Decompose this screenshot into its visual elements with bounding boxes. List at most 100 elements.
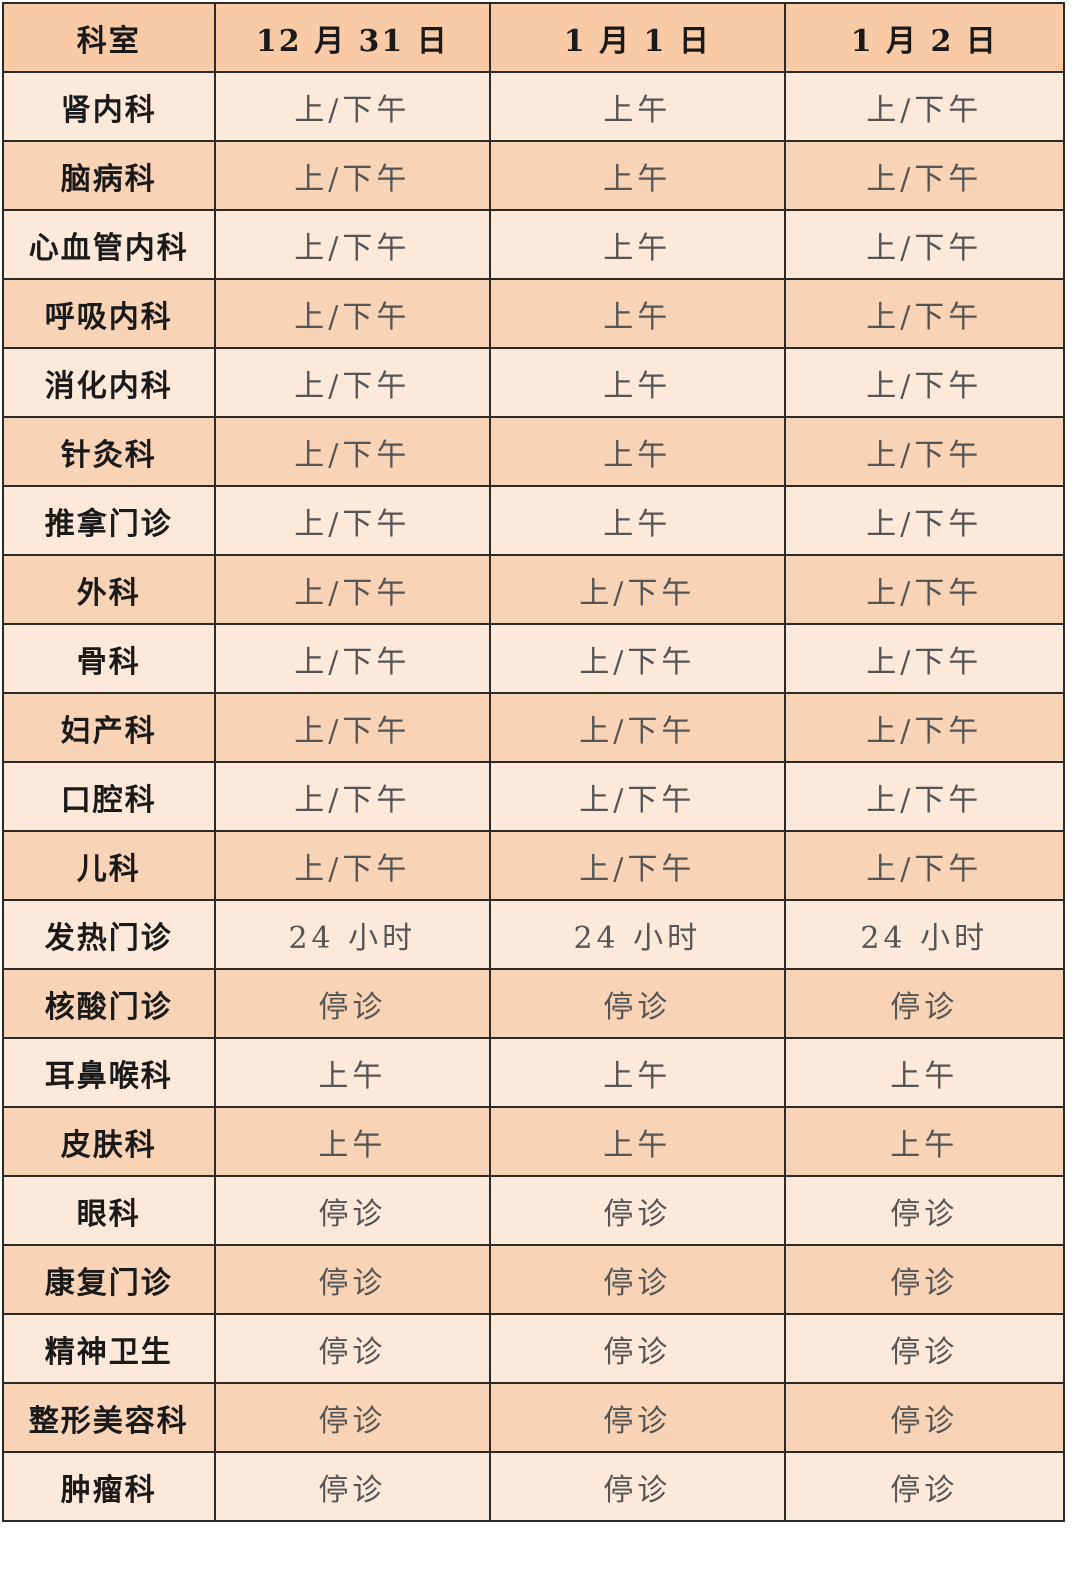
- header-row: 科室 12 月 31 日 1 月 1 日 1 月 2 日: [2, 2, 1066, 73]
- schedule-cell: 停诊: [213, 1175, 492, 1246]
- schedule-cell: 上/下午: [489, 554, 786, 625]
- table-row: 推拿门诊 上/下午 上午 上/下午: [2, 485, 1066, 556]
- schedule-cell: 上午: [489, 485, 786, 556]
- department-name: 骨科: [2, 623, 216, 694]
- table-row: 整形美容科 停诊 停诊 停诊: [2, 1382, 1066, 1453]
- schedule-cell: 上/下午: [213, 278, 492, 349]
- department-name: 口腔科: [2, 761, 216, 832]
- schedule-cell: 上/下午: [213, 692, 492, 763]
- table-row: 口腔科 上/下午 上/下午 上/下午: [2, 761, 1066, 832]
- table-row: 针灸科 上/下午 上午 上/下午: [2, 416, 1066, 487]
- schedule-cell: 停诊: [213, 968, 492, 1039]
- schedule-cell: 上/下午: [213, 71, 492, 142]
- schedule-cell: 上/下午: [783, 416, 1066, 487]
- schedule-cell: 停诊: [783, 1382, 1066, 1453]
- schedule-cell: 上/下午: [783, 278, 1066, 349]
- schedule-cell: 上/下午: [213, 347, 492, 418]
- table-row: 核酸门诊 停诊 停诊 停诊: [2, 968, 1066, 1039]
- schedule-cell: 停诊: [783, 1451, 1066, 1522]
- schedule-cell: 上午: [489, 71, 786, 142]
- schedule-cell: 上/下午: [783, 830, 1066, 901]
- table-row: 康复门诊 停诊 停诊 停诊: [2, 1244, 1066, 1315]
- department-name: 妇产科: [2, 692, 216, 763]
- schedule-cell: 停诊: [783, 968, 1066, 1039]
- schedule-cell: 停诊: [783, 1313, 1066, 1384]
- table-row: 外科 上/下午 上/下午 上/下午: [2, 554, 1066, 625]
- schedule-cell: 上/下午: [213, 761, 492, 832]
- department-name: 康复门诊: [2, 1244, 216, 1315]
- schedule-cell: 停诊: [489, 1244, 786, 1315]
- schedule-cell: 上/下午: [783, 761, 1066, 832]
- schedule-cell: 上/下午: [783, 140, 1066, 211]
- schedule-cell: 上午: [213, 1037, 492, 1108]
- schedule-cell: 上/下午: [213, 623, 492, 694]
- schedule-cell: 上午: [213, 1106, 492, 1177]
- table-row: 妇产科 上/下午 上/下午 上/下午: [2, 692, 1066, 763]
- schedule-cell: 上午: [489, 1037, 786, 1108]
- schedule-cell: 停诊: [783, 1244, 1066, 1315]
- schedule-cell: 上午: [783, 1106, 1066, 1177]
- table-row: 消化内科 上/下午 上午 上/下午: [2, 347, 1066, 418]
- schedule-cell: 上/下午: [213, 485, 492, 556]
- schedule-cell: 上/下午: [783, 623, 1066, 694]
- header-department: 科室: [2, 2, 216, 73]
- table-row: 肾内科 上/下午 上午 上/下午: [2, 71, 1066, 142]
- department-name: 皮肤科: [2, 1106, 216, 1177]
- schedule-cell: 停诊: [489, 1175, 786, 1246]
- table-row: 精神卫生 停诊 停诊 停诊: [2, 1313, 1066, 1384]
- department-name: 精神卫生: [2, 1313, 216, 1384]
- header-date: 12 月 31 日: [213, 2, 492, 73]
- schedule-cell: 上/下午: [489, 761, 786, 832]
- table-row: 肿瘤科 停诊 停诊 停诊: [2, 1451, 1066, 1522]
- department-name: 发热门诊: [2, 899, 216, 970]
- department-name: 心血管内科: [2, 209, 216, 280]
- schedule-cell: 上/下午: [489, 692, 786, 763]
- department-name: 呼吸内科: [2, 278, 216, 349]
- table-row: 骨科 上/下午 上/下午 上/下午: [2, 623, 1066, 694]
- schedule-cell: 停诊: [489, 1451, 786, 1522]
- schedule-cell: 上/下午: [213, 554, 492, 625]
- department-name: 儿科: [2, 830, 216, 901]
- department-schedule-table: 科室 12 月 31 日 1 月 1 日 1 月 2 日 肾内科 上/下午 上午 上/…: [2, 2, 1066, 1522]
- schedule-cell: 上/下午: [783, 71, 1066, 142]
- schedule-cell: 上/下午: [783, 485, 1066, 556]
- schedule-cell: 上/下午: [489, 830, 786, 901]
- schedule-cell: 停诊: [489, 968, 786, 1039]
- schedule-cell: 停诊: [213, 1382, 492, 1453]
- schedule-cell: 上/下午: [489, 623, 786, 694]
- schedule-cell: 停诊: [489, 1313, 786, 1384]
- schedule-cell: 上/下午: [783, 692, 1066, 763]
- header-date: 1 月 2 日: [783, 2, 1066, 73]
- table-row: 呼吸内科 上/下午 上午 上/下午: [2, 278, 1066, 349]
- department-name: 眼科: [2, 1175, 216, 1246]
- schedule-cell: 停诊: [213, 1244, 492, 1315]
- schedule-cell: 停诊: [213, 1451, 492, 1522]
- schedule-cell: 上午: [783, 1037, 1066, 1108]
- schedule-body: 肾内科 上/下午 上午 上/下午 脑病科 上/下午 上午 上/下午 心血管内科 上/下午 上午 上/下…: [2, 71, 1066, 1522]
- schedule-cell: 停诊: [783, 1175, 1066, 1246]
- table-row: 发热门诊 24 小时 24 小时 24 小时: [2, 899, 1066, 970]
- schedule-cell: 上午: [489, 416, 786, 487]
- department-name: 整形美容科: [2, 1382, 216, 1453]
- schedule-cell: 24 小时: [783, 899, 1066, 970]
- schedule-cell: 上/下午: [783, 209, 1066, 280]
- department-name: 耳鼻喉科: [2, 1037, 216, 1108]
- schedule-cell: 上/下午: [213, 140, 492, 211]
- department-name: 针灸科: [2, 416, 216, 487]
- table-row: 眼科 停诊 停诊 停诊: [2, 1175, 1066, 1246]
- schedule-cell: 上午: [489, 1106, 786, 1177]
- schedule-cell: 上/下午: [783, 554, 1066, 625]
- department-name: 脑病科: [2, 140, 216, 211]
- table-row: 脑病科 上/下午 上午 上/下午: [2, 140, 1066, 211]
- schedule-cell: 停诊: [489, 1382, 786, 1453]
- department-name: 肿瘤科: [2, 1451, 216, 1522]
- schedule-cell: 上/下午: [213, 416, 492, 487]
- department-name: 消化内科: [2, 347, 216, 418]
- table-row: 耳鼻喉科 上午 上午 上午: [2, 1037, 1066, 1108]
- department-name: 肾内科: [2, 71, 216, 142]
- schedule-cell: 上午: [489, 209, 786, 280]
- table-row: 心血管内科 上/下午 上午 上/下午: [2, 209, 1066, 280]
- department-name: 外科: [2, 554, 216, 625]
- schedule-cell: 停诊: [213, 1313, 492, 1384]
- department-name: 核酸门诊: [2, 968, 216, 1039]
